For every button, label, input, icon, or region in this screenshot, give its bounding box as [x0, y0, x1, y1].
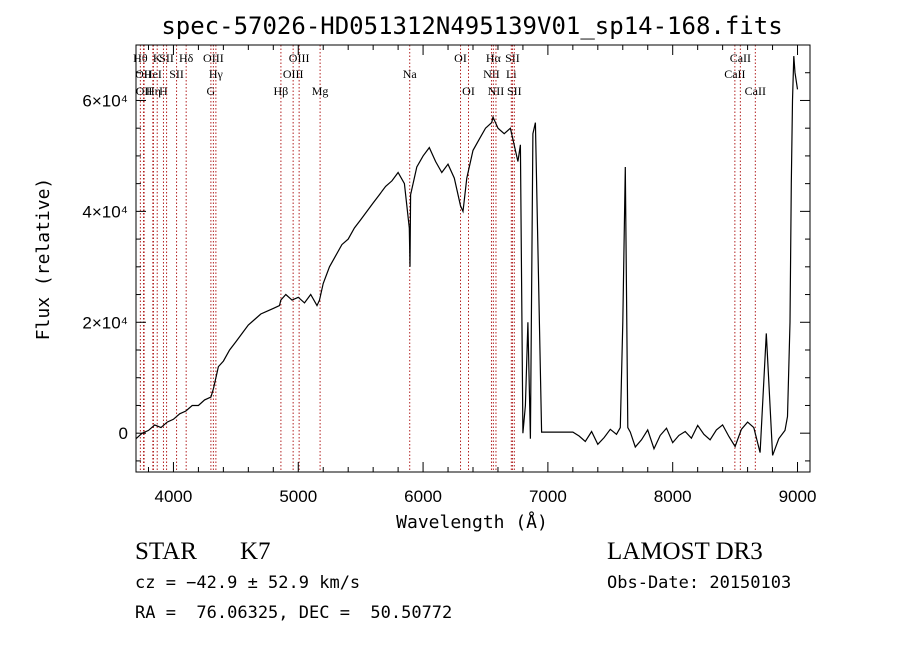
x-tick-label-4: 8000 — [654, 487, 692, 506]
marker-label-18: OI — [454, 51, 467, 65]
plot-frame — [135, 44, 811, 473]
marker-label-1: OII — [135, 67, 152, 81]
marker-label-27: CaII — [730, 51, 751, 65]
marker-label-3: HeI — [144, 67, 162, 81]
coordinates: RA = 76.06325, DEC = 50.50772 — [135, 603, 453, 623]
marker-label-16: Mg — [312, 84, 329, 98]
marker-label-9: Hδ — [179, 51, 194, 65]
marker-label-14: OIII — [283, 67, 304, 81]
marker-label-23: Li — [506, 67, 517, 81]
marker-label-17: Na — [403, 67, 418, 81]
marker-label-6: H — [159, 84, 168, 98]
y-tick-label-3: 6×10⁴ — [82, 91, 128, 110]
marker-label-26: CaII — [724, 67, 745, 81]
marker-label-28: CaII — [745, 84, 766, 98]
series-line-0 — [135, 56, 799, 456]
subclass: K7 — [240, 538, 271, 565]
marker-label-10: G — [207, 84, 216, 98]
marker-label-25: SII — [507, 84, 522, 98]
marker-label-15: OIII — [289, 51, 310, 65]
object-class: STAR — [135, 538, 197, 565]
survey-name: LAMOST DR3 — [607, 538, 763, 565]
y-axis-label: Flux (relative) — [33, 178, 54, 341]
marker-label-7: SII — [159, 51, 174, 65]
marker-label-12: Hγ — [209, 67, 224, 81]
marker-label-11: OIII — [203, 51, 224, 65]
marker-label-22: NII — [488, 84, 505, 98]
marker-label-21: Hα — [486, 51, 502, 65]
marker-label-5: K — [153, 51, 162, 65]
y-tick-label-0: 0 — [119, 424, 128, 443]
marker-label-24: SII — [505, 51, 520, 65]
y-tick-label-1: 2×10⁴ — [82, 313, 128, 332]
x-tick-label-2: 6000 — [404, 487, 442, 506]
marker-label-19: OI — [462, 84, 475, 98]
observation-date: Obs-Date: 20150103 — [607, 573, 792, 593]
marker-label-8: SII — [169, 67, 184, 81]
line-markers: HθOIIOIIHeIHηKHSIISIIHδGOIIIHγHβOIIIOIII… — [133, 45, 766, 472]
x-tick-label-1: 5000 — [279, 487, 317, 506]
x-tick-label-0: 4000 — [155, 487, 193, 506]
redshift-velocity: cz = −42.9 ± 52.9 km/s — [135, 573, 361, 593]
y-tick-label-2: 4×10⁴ — [82, 202, 128, 221]
chart-title: spec-57026-HD051312N495139V01_sp14-168.f… — [161, 12, 782, 40]
marker-label-20: NII — [483, 67, 500, 81]
marker-label-0: Hθ — [133, 51, 148, 65]
marker-label-13: Hβ — [274, 84, 289, 98]
axes: 4000 5000 6000 7000 8000 9000 0 2×10⁴ 4×10⁴ 6×10⁴ — [82, 45, 816, 506]
x-tick-label-3: 7000 — [529, 487, 567, 506]
data-series — [135, 56, 799, 456]
x-axis-label: Wavelength (Å) — [396, 511, 548, 533]
marker-label-2: OII — [136, 84, 153, 98]
x-tick-label-5: 9000 — [779, 487, 817, 506]
